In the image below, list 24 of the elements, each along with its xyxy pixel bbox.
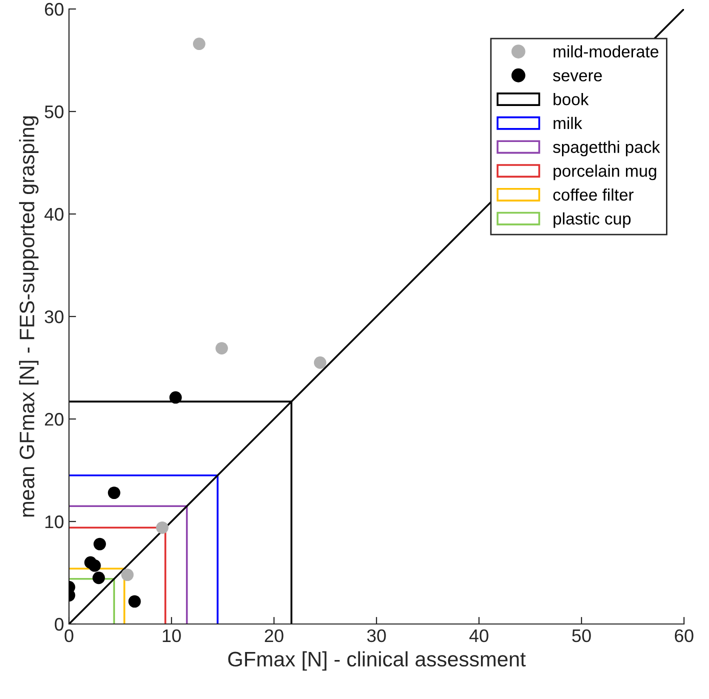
x-tick-label: 50: [572, 629, 591, 642]
y-tick-label: 10: [45, 515, 64, 528]
y-tick-label: 60: [44, 2, 64, 16]
x-tick-label: 0: [64, 629, 74, 642]
legend-label: severe: [553, 72, 602, 82]
x-tick-label: 10: [162, 629, 181, 642]
y-tick-label: 40: [44, 208, 64, 221]
legend-label: book: [554, 93, 589, 106]
legend-label: mild-moderate: [554, 45, 658, 58]
legend-label: coffee filter: [553, 188, 634, 201]
legend-label: milk: [554, 116, 582, 129]
x-tick-label: 30: [367, 629, 386, 642]
y-tick-label: 0: [54, 618, 64, 631]
y-tick-label: 50: [44, 105, 64, 118]
y-axis-title: mean GFmax [N] - FES-supported grasping: [19, 116, 38, 517]
x-tick-label: 60: [674, 629, 694, 642]
legend-label: spagetthi pack: [553, 140, 660, 156]
x-tick-label: 40: [469, 629, 488, 642]
x-tick-label: 20: [264, 629, 284, 642]
legend-label: plastic cup: [554, 212, 631, 228]
y-tick-label: 20: [44, 412, 64, 426]
y-tick-label: 30: [44, 310, 64, 324]
legend-label: porcelain mug: [554, 164, 656, 180]
x-axis-title: GFmax [N] - clinical assessment: [228, 651, 526, 671]
